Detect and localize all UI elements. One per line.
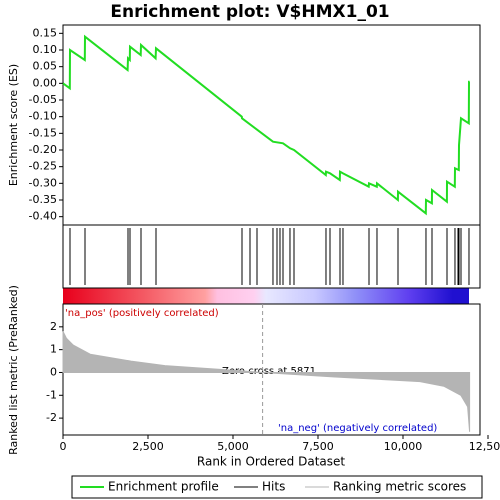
x-tick-label: 5,000 (217, 440, 249, 453)
neg-label: 'na_neg' (negatively correlated) (278, 423, 437, 434)
y-tick-label: -0.15 (29, 126, 57, 139)
y-tick-label: -1 (46, 388, 57, 401)
y-tick-label: 1 (50, 343, 57, 356)
x-axis-label: Rank in Ordered Dataset (197, 455, 345, 469)
metric-axis-label: Ranked list metric (PreRanked) (7, 285, 20, 455)
x-tick-label: 0 (60, 440, 67, 453)
y-tick-label: 0 (50, 365, 57, 378)
legend-label: Enrichment profile (108, 480, 219, 494)
zero-cross-label: Zero cross at 5871 (222, 366, 316, 377)
y-tick-label: 0.00 (33, 76, 58, 89)
y-tick-label: -2 (46, 411, 57, 424)
enrichment-profile (62, 34, 470, 216)
y-tick-label: 0.10 (33, 43, 58, 56)
es-axis-label: Enrichment score (ES) (7, 64, 20, 186)
legend-label: Ranking metric scores (333, 480, 466, 494)
y-tick-label: 0.05 (33, 60, 58, 73)
y-tick-label: -0.30 (29, 176, 57, 189)
ranking-metric (62, 331, 471, 432)
legend-label: Hits (262, 480, 285, 494)
rank-color-bar (63, 288, 469, 304)
y-tick-label: -0.25 (29, 160, 57, 173)
x-tick-label: 7,500 (302, 440, 334, 453)
y-tick-label: -0.05 (29, 93, 57, 106)
chart-title: Enrichment plot: V$HMX1_01 (110, 2, 389, 22)
x-tick-label: 10,000 (384, 440, 423, 453)
legend (71, 475, 483, 499)
y-tick-label: -0.10 (29, 110, 57, 123)
x-tick-label: 2,500 (132, 440, 164, 453)
y-tick-label: -0.35 (29, 193, 57, 206)
y-tick-label: -0.20 (29, 143, 57, 156)
hits-frame (62, 224, 481, 289)
x-tick-label: 12,500 (469, 440, 500, 453)
es-frame (62, 24, 481, 226)
y-tick-label: 2 (50, 320, 57, 333)
pos-label: 'na_pos' (positively correlated) (65, 308, 219, 319)
y-tick-label: -0.40 (29, 210, 57, 223)
y-tick-label: 0.15 (33, 26, 58, 39)
